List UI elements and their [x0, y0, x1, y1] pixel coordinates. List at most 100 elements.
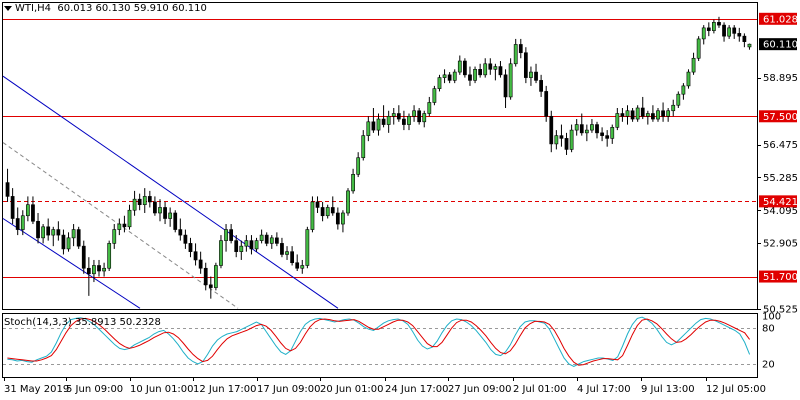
candle-bear [335, 212, 340, 225]
candle-bear [330, 207, 335, 214]
chevron-down-icon[interactable] [4, 5, 12, 11]
current-price-label: 60.110 [763, 40, 798, 51]
current-price-tag [759, 38, 797, 51]
time-tick-label: 12 Jun 17:00 [193, 384, 257, 395]
candle-bull [386, 115, 391, 125]
candle-bull [412, 110, 416, 117]
candle-bear [76, 229, 81, 247]
candle-bull [259, 234, 264, 241]
stoch-signal-line [7, 317, 751, 366]
candle-bull [508, 63, 513, 98]
candle-bear [81, 245, 86, 269]
candle-bull [391, 113, 396, 117]
candle-bull [569, 129, 574, 150]
candle-bull [71, 229, 76, 239]
candle-bull [676, 93, 681, 106]
candle-bear [46, 226, 51, 236]
candle-bear [274, 237, 279, 244]
candle-bear [56, 229, 61, 236]
candle-bull [615, 113, 620, 128]
candle-bear [534, 71, 538, 81]
price-tick-label: 56.475 [763, 140, 798, 151]
candle-bear [717, 22, 721, 26]
candle-bull [712, 22, 716, 31]
time-tick-label: 27 Jun 09:00 [448, 384, 512, 395]
candle-bear [396, 113, 401, 120]
time-tick-label: 20 Jun 01:00 [320, 384, 384, 395]
candle-bear [549, 115, 554, 145]
candle-bear [447, 74, 452, 81]
candle-bull [452, 71, 457, 81]
stoch-indicator-label: Stoch(14,3,3) 35.8913 50.2328 [4, 317, 161, 328]
candle-bull [132, 198, 137, 211]
candle-bull [112, 229, 117, 244]
candle-bear [371, 121, 376, 131]
candle-bear [97, 265, 101, 272]
ohlc-label: 60.013 60.130 59.910 60.110 [57, 3, 207, 14]
candle-bear [229, 229, 234, 241]
candle-bear [249, 240, 254, 250]
time-tick-label: 2 Jul 01:00 [513, 384, 567, 395]
candle-bear [137, 198, 142, 205]
time-tick-label: 12 Jul 05:00 [706, 384, 766, 395]
candle-bull [427, 102, 432, 114]
candle-bear [498, 66, 503, 76]
candle-bear [706, 27, 711, 31]
candle-bear [315, 201, 320, 208]
level-price-tag [759, 270, 797, 283]
time-tick-label: 4 Jul 17:00 [577, 384, 631, 395]
price-tick-label: 54.095 [763, 206, 798, 217]
candle-bear [620, 113, 625, 117]
candle-bull [92, 265, 96, 275]
candle-bear [264, 234, 269, 244]
candle-bear [722, 24, 726, 37]
candle-bull [513, 44, 518, 65]
candle-bull [254, 240, 259, 250]
candle-bear [203, 267, 208, 286]
candle-bear [5, 182, 10, 197]
candle-bull [554, 135, 559, 145]
stoch-tick-label: 80 [762, 324, 775, 335]
candle-bull [635, 107, 640, 120]
candle-bull [681, 85, 686, 95]
candle-bear [503, 74, 508, 98]
level-price-tag [759, 110, 797, 123]
level-price-label: 61.028 [763, 14, 798, 25]
candle-bull [142, 196, 147, 205]
candle-bear [280, 243, 284, 255]
trendline-upper [2, 75, 339, 309]
candle-bull [285, 251, 289, 255]
candle-bull [584, 129, 589, 134]
candle-bear [564, 138, 569, 150]
candle-bull [686, 71, 691, 87]
candle-bear [478, 69, 483, 76]
candle-bull [727, 27, 732, 37]
candle-bear [579, 124, 584, 134]
candle-bear [193, 251, 198, 261]
candle-bull [696, 38, 701, 59]
candle-bear [737, 33, 742, 37]
candle-bull [432, 88, 437, 103]
level-price-label: 54.421 [763, 197, 798, 208]
candle-bull [457, 60, 462, 73]
candle-bear [188, 243, 193, 252]
candle-bull [325, 207, 330, 217]
level-price-label: 57.500 [763, 112, 798, 123]
candle-bear [544, 91, 549, 117]
candle-bear [402, 118, 406, 125]
time-tick-label: 31 May 2019 [4, 384, 69, 395]
candle-bear [468, 74, 472, 81]
candle-bull [300, 265, 305, 269]
candle-bull [102, 267, 106, 272]
candle-bull [269, 237, 274, 244]
candle-bull [25, 204, 30, 217]
candle-bear [381, 118, 386, 125]
candle-bull [437, 77, 442, 89]
candle-bull [224, 229, 228, 241]
candle-bear [488, 63, 493, 70]
candle-bull [671, 104, 676, 112]
candle-bull [51, 229, 56, 236]
candle-bear [600, 132, 604, 136]
price-tick-label: 58.895 [763, 73, 798, 84]
